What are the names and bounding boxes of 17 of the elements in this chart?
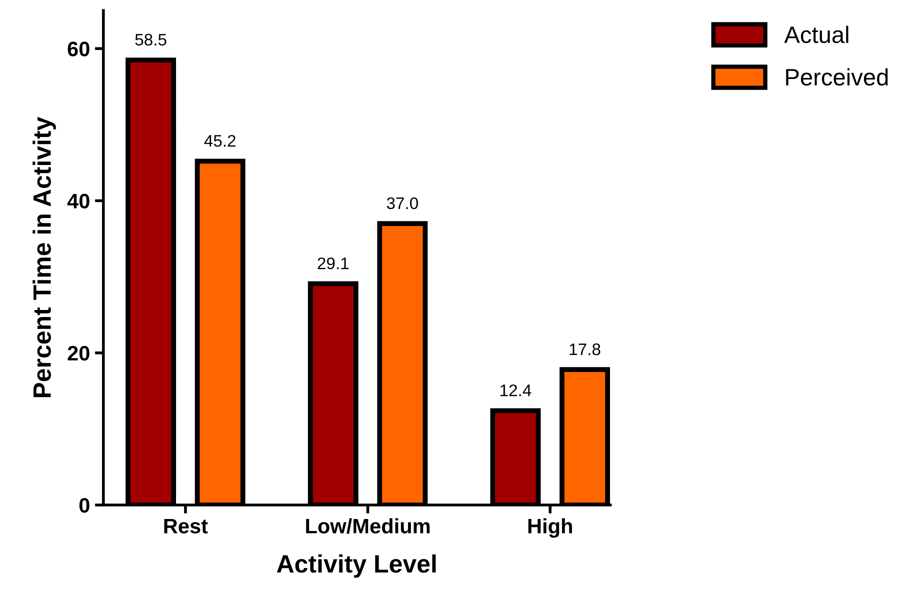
data-label: 12.4 (500, 384, 532, 396)
y-axis-title: Percent Time in Activity (32, 116, 56, 398)
x-tick-label: Low/Medium (306, 518, 430, 534)
y-tick-label: 20 (68, 346, 90, 361)
y-tick-label: 40 (67, 194, 90, 208)
legend-label: Perceived (786, 68, 888, 86)
data-label: 37.0 (386, 197, 418, 210)
data-label: 29.1 (318, 257, 349, 270)
y-tick-label: 60 (68, 42, 90, 56)
x-tick-label: High (528, 518, 572, 538)
y-tick-label: 0 (79, 498, 90, 513)
x-tick-label: Rest (164, 518, 208, 534)
legend-label: Actual (784, 26, 848, 44)
x-axis-title: Activity Level (276, 554, 436, 578)
data-label: 58.5 (135, 34, 166, 46)
data-label: 17.8 (570, 343, 600, 356)
data-label: 45.2 (204, 134, 236, 147)
